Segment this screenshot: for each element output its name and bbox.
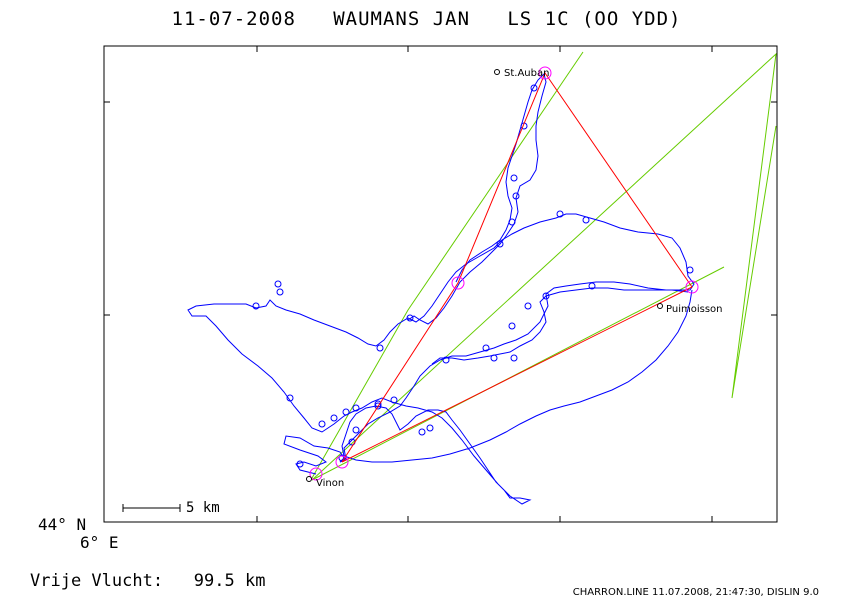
turnpoint-marker-start [335, 455, 349, 469]
flight-track-north [407, 73, 547, 325]
turnpoint-marker-mid [451, 276, 465, 290]
turnpoint-marker-puimoisson [685, 280, 699, 294]
place-markers [306, 69, 663, 482]
place-marker-vinon [306, 476, 312, 482]
place-label-st-auban: St.Auban [504, 68, 550, 79]
turnpoint-sector [311, 52, 777, 481]
flight-title: 11-07-2008 WAUMANS JAN LS 1C (OO YDD) [171, 8, 682, 30]
longitude-label: 6° E [80, 533, 119, 552]
start-sector [311, 51, 584, 479]
distance-value: 99.5 km [193, 571, 266, 591]
turnpoint-marker-st-auban [538, 66, 552, 80]
axis-ticks [104, 46, 777, 522]
scale-bar [122, 504, 181, 512]
flight-track-middle [431, 287, 689, 365]
place-marker-st-auban [494, 69, 500, 75]
place-label-puimoisson: Puimoisson [666, 304, 723, 315]
latitude-label: 44° N [38, 515, 87, 534]
map-frame [103, 45, 778, 523]
scale-label: 5 km [186, 500, 220, 516]
observation-sectors [311, 51, 777, 481]
credit-line: CHARRON.LINE 11.07.2008, 21:47:30, DISLI… [572, 587, 819, 598]
turnpoint-markers [309, 66, 699, 481]
flight-track [187, 213, 695, 505]
place-marker-puimoisson [657, 303, 663, 309]
thermal-loops [252, 84, 694, 468]
distance-label: Vrije Vlucht: [30, 571, 164, 591]
place-label-vinon: Vinon [316, 478, 345, 489]
turnpoint-marker-vinon [309, 467, 323, 481]
distance-readout: Vrije Vlucht: 99.5 km [30, 571, 265, 591]
task-legs [341, 71, 693, 463]
